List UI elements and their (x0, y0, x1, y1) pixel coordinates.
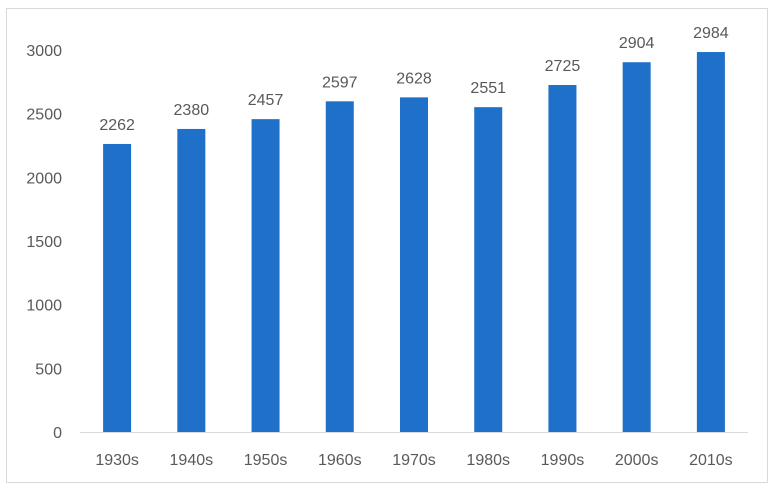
x-tick-label: 1940s (170, 452, 214, 469)
bar (474, 107, 503, 432)
bar (251, 119, 280, 432)
data-label: 2725 (545, 58, 581, 75)
bar (548, 85, 577, 433)
y-tick-label: 2500 (26, 107, 62, 124)
data-label: 2597 (322, 74, 358, 91)
y-tick-label: 3000 (26, 43, 62, 60)
data-label: 2380 (174, 102, 210, 119)
data-label: 2551 (470, 80, 506, 97)
x-tick-label: 1950s (244, 452, 288, 469)
x-tick-label: 1960s (318, 452, 362, 469)
bar (103, 143, 132, 433)
y-tick-label: 1000 (26, 298, 62, 315)
data-label: 2984 (693, 25, 729, 42)
data-label: 2262 (99, 117, 135, 134)
x-tick-label: 1970s (392, 452, 436, 469)
x-tick-label: 2010s (689, 452, 733, 469)
bar (400, 97, 428, 433)
y-tick-label: 1500 (26, 234, 62, 251)
x-tick-label: 2000s (615, 452, 659, 469)
x-tick-label: 1990s (541, 452, 585, 469)
bar (325, 101, 354, 432)
data-label: 2457 (248, 92, 284, 109)
x-tick-label: 1930s (95, 452, 139, 469)
y-tick-label: 500 (35, 361, 62, 378)
x-tick-label: 1980s (466, 452, 510, 469)
bar (177, 128, 206, 433)
bar (622, 62, 651, 432)
bar (696, 52, 725, 433)
y-tick-label: 0 (53, 425, 62, 442)
data-label: 2904 (619, 35, 655, 52)
data-label: 2628 (396, 70, 432, 87)
y-tick-label: 2000 (26, 170, 62, 187)
